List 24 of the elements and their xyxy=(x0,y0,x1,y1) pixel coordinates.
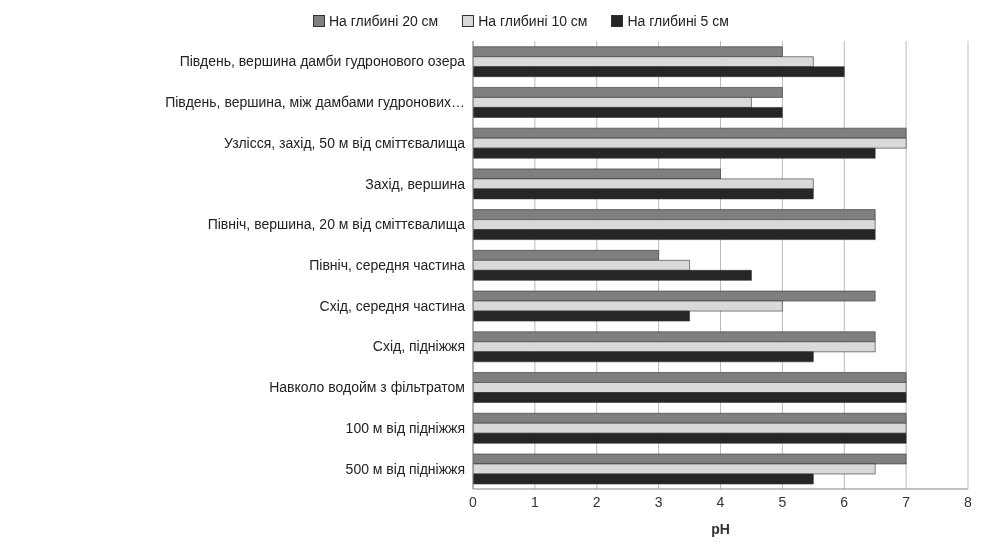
x-tick-label: 4 xyxy=(716,493,725,510)
legend-label: На глибині 10 см xyxy=(478,13,588,29)
y-tick-label: Узлісся, захід, 50 м від сміттєвалища xyxy=(224,134,466,151)
legend-label: На глибині 20 см xyxy=(329,13,439,29)
y-tick-label: 500 м від підніжжя xyxy=(345,460,465,477)
x-tick-label: 0 xyxy=(469,493,478,510)
x-axis-title: pH xyxy=(711,521,730,537)
y-tick-label: Навколо водойм з фільтратом xyxy=(269,379,465,396)
y-tick-label: Захід, вершина xyxy=(365,175,466,192)
x-tick-label: 6 xyxy=(840,493,849,510)
y-tick-label: Південь, вершина, між дамбами гудронових… xyxy=(165,94,465,111)
x-tick-label: 3 xyxy=(654,493,663,510)
legend-label: На глибині 5 см xyxy=(627,13,729,29)
x-tick-label: 8 xyxy=(964,493,973,510)
y-tick-label: Південь, вершина дамби гудронового озера xyxy=(179,53,466,70)
x-tick-label: 2 xyxy=(592,493,601,510)
y-tick-label: Схід, підніжжя xyxy=(372,338,465,355)
y-tick-label: 100 м від підніжжя xyxy=(345,419,465,436)
x-tick-label: 7 xyxy=(902,493,911,510)
x-tick-label: 5 xyxy=(778,493,787,510)
y-tick-label: Схід, середня частина xyxy=(319,297,466,314)
x-tick-label: 1 xyxy=(530,493,539,510)
y-tick-label: Північ, середня частина xyxy=(309,256,466,273)
y-tick-label: Північ, вершина, 20 м від сміттєвалища xyxy=(207,216,466,233)
